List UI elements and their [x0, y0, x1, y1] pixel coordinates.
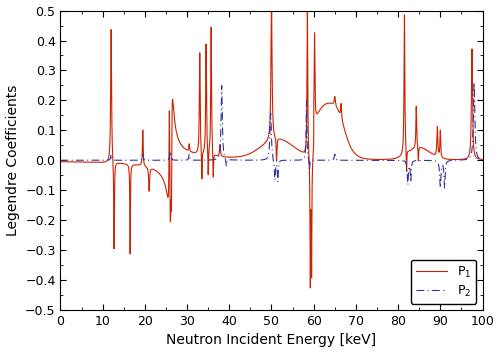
Y-axis label: Legendre Coefficients: Legendre Coefficients [6, 85, 20, 236]
P$_2$ [107, 157, 113, 161]
P$_1$ [82, 160, 88, 164]
P$_2$ [247, 158, 253, 162]
P$_1$ [468, 140, 473, 144]
P$_1$ [107, 132, 113, 136]
Line: P$_1$: P$_1$ [60, 11, 482, 288]
P$_2$ [58, 158, 64, 162]
P$_2$ [480, 157, 486, 162]
P$_1$ [480, 157, 486, 161]
P$_2$ [471, 80, 477, 85]
X-axis label: Neutron Incident Energy [keV]: Neutron Incident Energy [keV] [166, 334, 376, 347]
P$_2$ [148, 158, 154, 162]
P$_1$ [58, 160, 64, 164]
Line: P$_2$: P$_2$ [60, 83, 482, 188]
P$_1$ [148, 169, 154, 174]
Legend: P$_1$, P$_2$: P$_1$, P$_2$ [410, 260, 476, 304]
P$_1$ [247, 151, 253, 156]
P$_2$ [442, 186, 448, 190]
P$_2$ [370, 158, 376, 162]
P$_2$ [468, 154, 473, 158]
P$_1$ [370, 157, 376, 161]
P$_1$ [268, 8, 274, 13]
P$_1$ [308, 286, 314, 290]
P$_2$ [82, 158, 88, 162]
